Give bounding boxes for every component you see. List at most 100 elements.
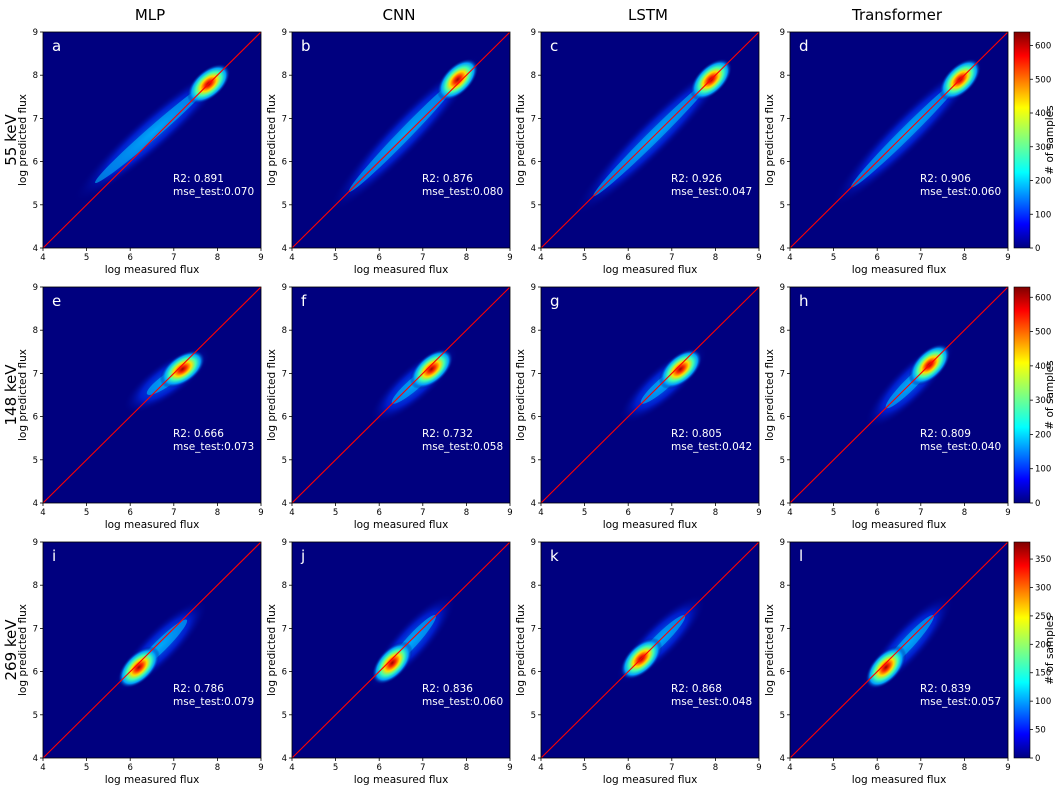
colorbar-tick-label: 150 [1035, 669, 1051, 679]
panel-letter: k [550, 547, 559, 565]
panel-l: 44 5 5 6 6 7 7 8 8 9 9 log measured flux log predict… [764, 538, 1011, 785]
y-tick-label: 4 [531, 754, 536, 764]
x-tick-label: 7 [918, 508, 923, 518]
density-core [865, 645, 907, 689]
y-tick-label: 5 [33, 201, 38, 211]
x-tick-label: 9 [507, 763, 512, 773]
mse-annotation: mse_test:0.079 [173, 696, 254, 708]
y-tick-label: 5 [282, 201, 287, 211]
panel-e: 44 5 5 6 6 7 7 8 8 9 9 log measured flux log predict… [17, 283, 264, 531]
density-map [541, 32, 759, 248]
panel-letter: c [550, 37, 558, 55]
y-axis-label: log predicted flux [266, 604, 278, 696]
colorbar-gradient [1013, 541, 1031, 759]
mse-annotation: mse_test:0.070 [173, 186, 254, 198]
x-axis-label: log measured flux [105, 264, 200, 276]
mse-annotation: mse_test:0.042 [671, 441, 752, 453]
x-tick-label: 8 [962, 253, 967, 263]
y-tick-label: 9 [282, 28, 287, 38]
colorbar: 0 100 200 300 400 500 600 # of samples [1013, 286, 1056, 509]
x-tick-label: 5 [582, 763, 587, 773]
y-tick-label: 6 [33, 158, 38, 168]
y-axis-label: log predicted flux [17, 94, 29, 186]
colorbar-tick-label: 100 [1035, 697, 1051, 707]
colorbar-label: # of samples [1044, 360, 1056, 429]
axes-frame [540, 286, 760, 504]
x-tick-label: 7 [669, 508, 674, 518]
x-tick-label: 4 [787, 763, 792, 773]
mse-annotation: mse_test:0.060 [920, 186, 1001, 198]
mse-annotation: mse_test:0.040 [920, 441, 1001, 453]
y-tick-label: 4 [780, 244, 785, 254]
x-tick-label: 7 [420, 253, 425, 263]
x-tick-label: 9 [1005, 508, 1010, 518]
axes-frame [789, 31, 1009, 249]
r2-annotation: R2: 0.836 [422, 683, 473, 695]
r2-annotation: R2: 0.926 [671, 173, 722, 185]
x-tick-label: 9 [1005, 253, 1010, 263]
y-tick-label: 5 [780, 201, 785, 211]
y-tick-label: 5 [282, 711, 287, 721]
y-tick-label: 7 [33, 624, 38, 634]
y-tick-label: 9 [531, 538, 536, 548]
x-tick-label: 5 [84, 508, 89, 518]
x-tick-label: 9 [507, 253, 512, 263]
y-tick-label: 5 [531, 201, 536, 211]
y-tick-label: 8 [282, 71, 287, 81]
colorbar-tick-label: 500 [1035, 328, 1051, 338]
y-tick-label: 9 [531, 28, 536, 38]
y-tick-label: 8 [282, 581, 287, 591]
y-tick-label: 5 [33, 711, 38, 721]
x-tick-label: 8 [464, 763, 469, 773]
y-tick-label: 5 [780, 711, 785, 721]
y-tick-label: 8 [33, 71, 38, 81]
y-tick-label: 4 [282, 754, 287, 764]
row-titles: 55 keV 148 keV 269 keV [2, 114, 20, 681]
y-tick-label: 8 [282, 326, 287, 336]
panel-k: 44 5 5 6 6 7 7 8 8 9 9 log measured flux log predict… [515, 538, 762, 785]
panel-letter: f [301, 292, 307, 310]
density-streak [95, 79, 214, 184]
x-tick-label: 9 [507, 508, 512, 518]
x-tick-label: 7 [918, 763, 923, 773]
x-tick-label: 7 [420, 763, 425, 773]
y-tick-label: 8 [33, 581, 38, 591]
x-tick-label: 7 [918, 253, 923, 263]
panel-b: 44 5 5 6 6 7 7 8 8 9 9 log measured flux log predict… [266, 28, 513, 276]
density-map [43, 542, 261, 758]
y-tick-label: 7 [531, 624, 536, 634]
x-tick-label: 6 [874, 253, 879, 263]
axes-frame [789, 541, 1009, 759]
x-tick-label: 6 [376, 253, 381, 263]
y-tick-label: 9 [33, 538, 38, 548]
x-tick-label: 6 [625, 763, 630, 773]
x-axis-label: log measured flux [354, 264, 449, 276]
x-tick-label: 6 [127, 253, 132, 263]
x-tick-label: 7 [420, 508, 425, 518]
x-tick-label: 9 [258, 508, 263, 518]
y-tick-label: 9 [780, 283, 785, 293]
colorbar-gradient [1013, 286, 1031, 504]
r2-annotation: R2: 0.891 [173, 173, 224, 185]
density-streak [348, 75, 463, 192]
axes-frame [291, 541, 511, 759]
x-tick-label: 9 [756, 763, 761, 773]
x-tick-label: 5 [84, 253, 89, 263]
x-axis-label: log measured flux [852, 774, 947, 785]
x-tick-label: 4 [787, 508, 792, 518]
x-tick-label: 5 [582, 253, 587, 263]
panel-letter: d [799, 37, 809, 55]
density-core [159, 350, 206, 388]
x-tick-label: 6 [376, 508, 381, 518]
y-tick-label: 4 [531, 499, 536, 509]
r2-annotation: R2: 0.809 [920, 428, 971, 440]
panel-letter: e [52, 292, 61, 310]
y-tick-label: 6 [531, 668, 536, 678]
density-core [371, 641, 413, 685]
y-tick-label: 8 [531, 581, 536, 591]
y-tick-label: 9 [33, 283, 38, 293]
x-axis-label: log measured flux [105, 774, 200, 785]
density-core [117, 646, 160, 689]
colorbar-tick-label: 300 [1035, 143, 1051, 153]
